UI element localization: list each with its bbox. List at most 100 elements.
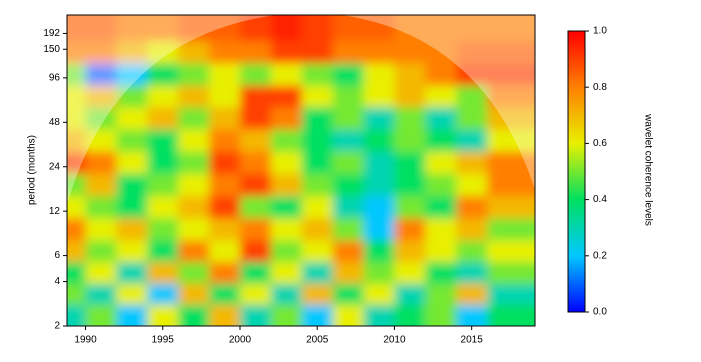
heatmap-cell — [456, 106, 488, 130]
y-tick-label: 48 — [49, 117, 61, 128]
heatmap-cell — [239, 217, 272, 241]
heatmap-cell — [332, 128, 365, 152]
heatmap-cell — [85, 40, 117, 64]
heatmap-cell — [116, 217, 148, 241]
heatmap-cell — [270, 283, 303, 305]
heatmap-cell — [363, 106, 395, 130]
heatmap-cell — [147, 195, 179, 219]
heatmap-cell — [270, 261, 303, 284]
heatmap-cell — [487, 40, 535, 64]
heatmap-cell — [363, 128, 395, 152]
heatmap-cell — [67, 217, 87, 241]
heatmap-cell — [301, 15, 334, 42]
heatmap-cell — [209, 62, 241, 86]
heatmap-cell — [270, 15, 303, 42]
heatmap-cell — [270, 106, 303, 130]
heatmap-cell — [209, 217, 241, 241]
heatmap-cell — [425, 195, 457, 219]
heatmap-cell — [332, 240, 365, 263]
heatmap-cell — [67, 40, 87, 64]
heatmap-cell — [425, 128, 457, 152]
heatmap-cell — [394, 283, 426, 305]
heatmap-cell — [394, 15, 426, 42]
heatmap-cell — [456, 283, 488, 305]
heatmap-cell — [178, 217, 210, 241]
heatmap-cell — [239, 195, 272, 219]
heatmap-cell — [425, 40, 457, 64]
heatmap-cell — [239, 15, 272, 42]
heatmap-cell — [425, 217, 457, 241]
heatmap-cell — [456, 85, 488, 108]
heatmap-cell — [301, 240, 334, 263]
heatmap-cell — [456, 173, 488, 197]
heatmap-cell — [394, 217, 426, 241]
heatmap-cell — [394, 40, 426, 64]
heatmap-cell — [332, 85, 365, 108]
heatmap-cell — [116, 106, 148, 130]
colorbar-label: wavelet coherence levels — [642, 113, 653, 226]
heatmap-cell — [85, 106, 117, 130]
heatmap-cell — [239, 240, 272, 263]
heatmap-cell — [270, 151, 303, 174]
heatmap-cell — [332, 40, 365, 64]
heatmap-cell — [116, 151, 148, 174]
heatmap-cell — [116, 62, 148, 86]
heatmap-cell — [332, 304, 365, 326]
heatmap-cell — [85, 195, 117, 219]
heatmap-cell — [178, 151, 210, 174]
heatmap-cell — [301, 283, 334, 305]
heatmap-cell — [363, 85, 395, 108]
y-tick-label: 6 — [54, 250, 60, 261]
heatmap-cell — [178, 195, 210, 219]
heatmap-cell — [270, 240, 303, 263]
heatmap-cell — [85, 128, 117, 152]
heatmap-cell — [147, 40, 179, 64]
x-tick-label: 2015 — [461, 335, 484, 346]
heatmap-cell — [456, 261, 488, 284]
plot-frame — [66, 14, 536, 327]
heatmap-cell — [239, 304, 272, 326]
heatmap-cell — [147, 217, 179, 241]
heatmap-cell — [147, 304, 179, 326]
heatmap-cell — [239, 40, 272, 64]
y-tick-label: 96 — [49, 73, 61, 84]
heatmap-cell — [178, 261, 210, 284]
heatmap-cell — [85, 62, 117, 86]
y-axis-label: period (months) — [27, 135, 38, 205]
heatmap-cell — [301, 106, 334, 130]
heatmap-cell — [116, 261, 148, 284]
cone-of-influence — [67, 15, 535, 205]
heatmap-cell — [85, 85, 117, 108]
y-tick-label: 12 — [49, 206, 61, 217]
heatmap-cell — [116, 15, 148, 42]
heatmap-cell — [394, 240, 426, 263]
heatmap-cell — [67, 195, 87, 219]
heatmap-cell — [209, 283, 241, 305]
heatmap-cell — [147, 15, 179, 42]
y-tick-label: 4 — [54, 276, 60, 287]
heatmap-cell — [67, 240, 87, 263]
heatmap-cell — [425, 151, 457, 174]
heatmap-cell — [147, 283, 179, 305]
heatmap-cell — [239, 128, 272, 152]
heatmap-cell — [239, 151, 272, 174]
heatmap-cell — [394, 106, 426, 130]
heatmap-cell — [425, 15, 457, 42]
heatmap-cell — [147, 261, 179, 284]
heatmap-cell — [301, 128, 334, 152]
heatmap-cell — [425, 62, 457, 86]
heatmap-cell — [209, 240, 241, 263]
x-tick-label: 2000 — [229, 335, 252, 346]
heatmap-cell — [394, 195, 426, 219]
heatmap-cell — [209, 304, 241, 326]
heatmap-cell — [178, 40, 210, 64]
heatmap-cell — [178, 283, 210, 305]
heatmap-cell — [363, 62, 395, 86]
colorbar-tick-label: 0.4 — [593, 194, 607, 205]
heatmap-cell — [178, 62, 210, 86]
heatmap-cell — [147, 62, 179, 86]
colorbar-tick-label: 1.0 — [593, 26, 607, 37]
heatmap-cell — [67, 151, 87, 174]
heatmap-cell — [301, 40, 334, 64]
